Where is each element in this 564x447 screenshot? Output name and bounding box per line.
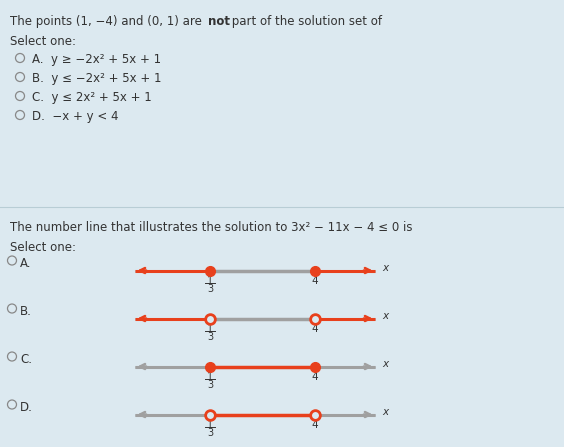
Text: 4: 4 (312, 324, 318, 333)
Text: x: x (382, 311, 388, 320)
Text: D.  −x + y < 4: D. −x + y < 4 (32, 110, 118, 123)
Text: x: x (382, 406, 388, 417)
Text: Select one:: Select one: (10, 35, 76, 48)
Text: A.: A. (20, 257, 32, 270)
Text: 1: 1 (207, 371, 213, 381)
Text: 1: 1 (207, 420, 213, 430)
Text: 1: 1 (207, 275, 213, 286)
Text: not: not (208, 15, 230, 28)
Text: 3: 3 (207, 283, 213, 294)
Text: x: x (382, 358, 388, 368)
Text: B.: B. (20, 304, 32, 317)
Text: 4: 4 (312, 420, 318, 430)
Text: 4: 4 (312, 275, 318, 286)
Text: A.  y ≥ −2x² + 5x + 1: A. y ≥ −2x² + 5x + 1 (32, 53, 161, 66)
Text: x: x (382, 262, 388, 273)
Text: C.: C. (20, 353, 32, 366)
Text: The number line that illustrates the solution to 3x² − 11x − 4 ≤ 0 is: The number line that illustrates the sol… (10, 220, 412, 233)
Text: Select one:: Select one: (10, 240, 76, 253)
Text: part of the solution set of: part of the solution set of (228, 15, 382, 28)
Text: 4: 4 (312, 371, 318, 381)
Text: 1: 1 (207, 324, 213, 333)
Text: B.  y ≤ −2x² + 5x + 1: B. y ≤ −2x² + 5x + 1 (32, 72, 161, 85)
Text: C.  y ≤ 2x² + 5x + 1: C. y ≤ 2x² + 5x + 1 (32, 91, 152, 104)
Text: 3: 3 (207, 427, 213, 438)
Text: 3: 3 (207, 332, 213, 342)
Text: D.: D. (20, 401, 33, 413)
Text: 3: 3 (207, 380, 213, 389)
Text: The points (1, −4) and (0, 1) are: The points (1, −4) and (0, 1) are (10, 15, 206, 28)
